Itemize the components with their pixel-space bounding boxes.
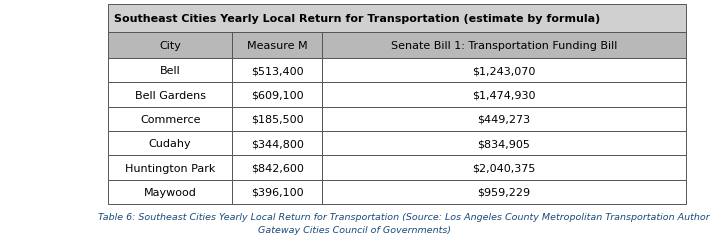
- Bar: [232, 33, 322, 59]
- Text: Huntington Park: Huntington Park: [125, 163, 215, 173]
- Bar: [108, 83, 232, 107]
- Text: $344,800: $344,800: [251, 139, 303, 149]
- Text: Commerce: Commerce: [140, 114, 200, 124]
- Text: Gateway Cities Council of Governments): Gateway Cities Council of Governments): [258, 225, 452, 234]
- Bar: [322, 156, 686, 180]
- Bar: [322, 59, 686, 83]
- Text: Southeast Cities Yearly Local Return for Transportation (estimate by formula): Southeast Cities Yearly Local Return for…: [114, 14, 600, 24]
- Bar: [322, 132, 686, 156]
- Bar: [108, 5, 686, 33]
- Text: $513,400: $513,400: [251, 66, 303, 76]
- Bar: [232, 180, 322, 204]
- Text: Table 6: Southeast Cities Yearly Local Return for Transportation (Source: Los An: Table 6: Southeast Cities Yearly Local R…: [98, 212, 710, 221]
- Text: City: City: [159, 41, 181, 51]
- Bar: [108, 107, 232, 132]
- Bar: [108, 132, 232, 156]
- Text: $609,100: $609,100: [251, 90, 303, 100]
- Text: Senate Bill 1: Transportation Funding Bill: Senate Bill 1: Transportation Funding Bi…: [391, 41, 617, 51]
- Bar: [232, 107, 322, 132]
- Text: $842,600: $842,600: [251, 163, 303, 173]
- Bar: [232, 156, 322, 180]
- Text: $2,040,375: $2,040,375: [472, 163, 535, 173]
- Text: $449,273: $449,273: [477, 114, 530, 124]
- Bar: [322, 107, 686, 132]
- Bar: [232, 83, 322, 107]
- Text: Maywood: Maywood: [143, 187, 197, 197]
- Text: Cudahy: Cudahy: [149, 139, 192, 149]
- Text: $185,500: $185,500: [251, 114, 303, 124]
- Bar: [232, 132, 322, 156]
- Text: $1,243,070: $1,243,070: [472, 66, 535, 76]
- Text: $396,100: $396,100: [251, 187, 303, 197]
- Bar: [232, 59, 322, 83]
- Bar: [108, 180, 232, 204]
- Text: $834,905: $834,905: [478, 139, 530, 149]
- Bar: [322, 180, 686, 204]
- Bar: [322, 33, 686, 59]
- Bar: [108, 156, 232, 180]
- Text: $959,229: $959,229: [477, 187, 530, 197]
- Text: Measure M: Measure M: [247, 41, 307, 51]
- Text: Bell: Bell: [160, 66, 180, 76]
- Bar: [108, 33, 232, 59]
- Bar: [322, 83, 686, 107]
- Bar: [108, 59, 232, 83]
- Text: $1,474,930: $1,474,930: [472, 90, 535, 100]
- Text: Bell Gardens: Bell Gardens: [135, 90, 206, 100]
